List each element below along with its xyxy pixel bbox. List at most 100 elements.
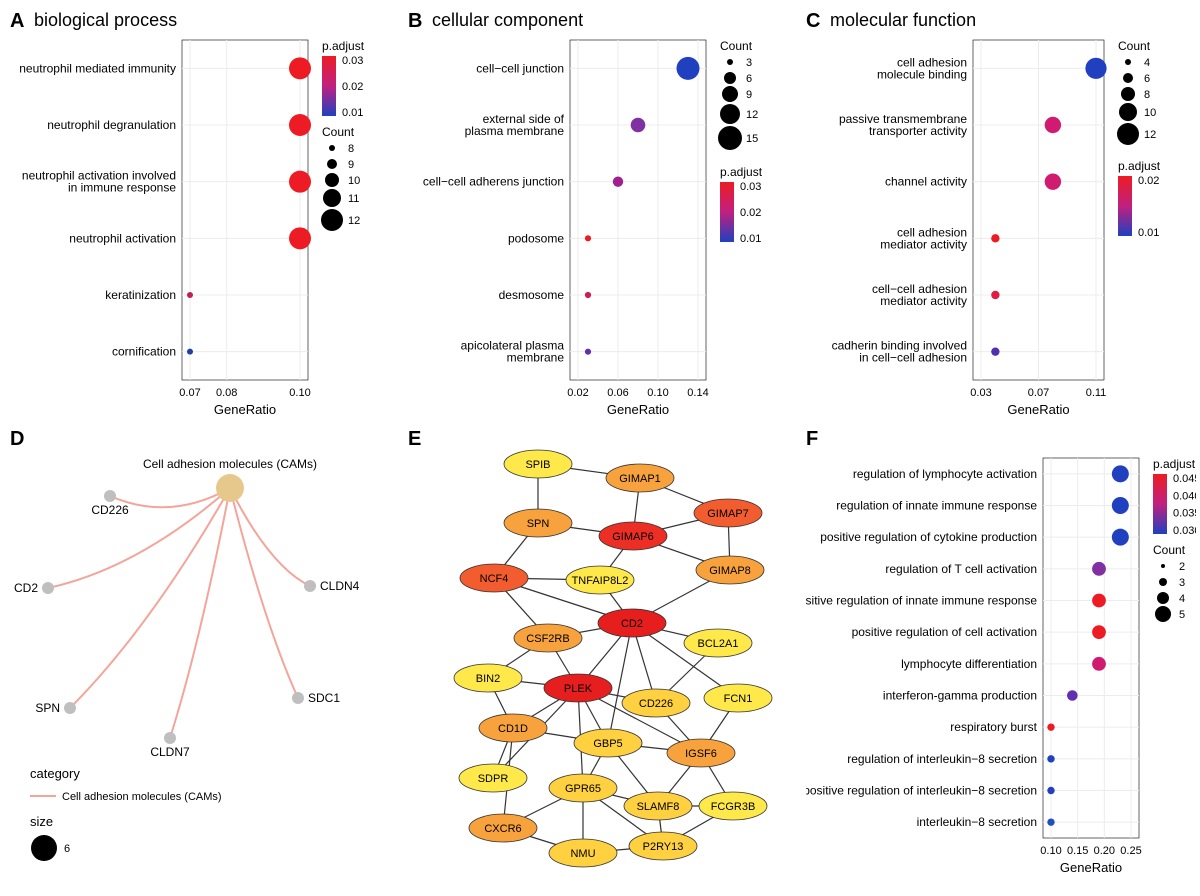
svg-text:Count: Count [1118,39,1151,53]
svg-text:0.040: 0.040 [1173,490,1196,502]
svg-text:4: 4 [1179,593,1185,605]
svg-text:BCL2A1: BCL2A1 [698,638,739,650]
svg-text:SPN: SPN [35,701,60,715]
panel-F: Fregulation of lymphocyte activationregu… [806,428,1196,878]
svg-text:Count: Count [1153,543,1186,557]
panel-label: B [408,10,422,33]
dot [1045,173,1061,189]
svg-text:GPR65: GPR65 [565,783,601,795]
panel-title: molecular function [830,10,976,31]
svg-text:PLEK: PLEK [564,683,593,695]
dot [187,292,193,298]
term-label: molecule binding [877,67,967,81]
dot [1112,529,1129,546]
svg-text:0.01: 0.01 [740,233,761,245]
term-label: neutrophil activation [69,231,176,245]
svg-text:Cell adhesion molecules (CAMs): Cell adhesion molecules (CAMs) [62,791,222,803]
svg-text:p.adjust: p.adjust [322,39,365,53]
svg-text:Count: Count [322,125,355,139]
term-label: regulation of interleukin−8 secretion [847,752,1037,766]
svg-text:0.15: 0.15 [1067,845,1088,857]
term-label: mediator activity [880,294,967,308]
svg-text:CD2: CD2 [621,618,643,630]
svg-text:NMU: NMU [570,848,595,860]
svg-text:8: 8 [348,143,354,155]
svg-text:0.02: 0.02 [342,81,363,93]
dot [585,235,591,241]
svg-text:6: 6 [746,73,752,85]
term-label: podosome [508,231,564,245]
svg-text:BIN2: BIN2 [476,673,500,685]
cnet-plot: Cell adhesion molecules (CAMs) CD226 CD2 CL… [10,428,400,878]
svg-text:0.20: 0.20 [1094,845,1115,857]
gene-node [304,580,316,592]
term-label: regulation of lymphocyte activation [853,467,1037,481]
svg-text:10: 10 [348,175,360,187]
svg-text:2: 2 [1179,561,1185,573]
svg-text:3: 3 [746,57,752,69]
term-label: positive regulation of cytokine producti… [820,530,1037,544]
svg-text:SLAMF8: SLAMF8 [637,801,680,813]
svg-text:0.02: 0.02 [1138,175,1159,187]
dotplot: cell−cell junctionexternal side ofplasma… [408,10,798,420]
svg-text:15: 15 [746,133,758,145]
svg-text:5: 5 [1179,609,1185,621]
svg-text:CD226: CD226 [639,698,673,710]
panel-C: Cmolecular functioncell adhesionmolecule… [806,10,1196,420]
svg-text:0.10: 0.10 [647,387,668,399]
dot [991,291,999,299]
svg-text:P2RY13: P2RY13 [643,841,684,853]
svg-text:10: 10 [1144,107,1156,119]
term-label: membrane [507,351,565,365]
term-label: lymphocyte differentiation [901,657,1037,671]
svg-text:0.01: 0.01 [342,107,363,119]
svg-text:0.07: 0.07 [1028,387,1049,399]
svg-text:CXCR6: CXCR6 [484,823,521,835]
gene-node [42,582,54,594]
svg-text:GIMAP8: GIMAP8 [709,565,751,577]
svg-text:CLDN4: CLDN4 [320,579,360,593]
svg-text:4: 4 [1144,57,1150,69]
svg-text:FCN1: FCN1 [724,693,753,705]
svg-text:0.10: 0.10 [1040,845,1061,857]
svg-text:0.08: 0.08 [216,387,237,399]
term-label: cell−cell adherens junction [423,175,564,189]
dot [1085,58,1106,79]
ppi-network: SPIBGIMAP1SPNGIMAP7GIMAP6NCF4TNFAIP8L2GI… [408,428,798,878]
svg-text:12: 12 [1144,129,1156,141]
svg-text:size: size [30,814,53,829]
term-label: channel activity [885,175,967,189]
svg-text:3: 3 [1179,577,1185,589]
svg-text:SPN: SPN [527,518,550,530]
svg-text:CD1D: CD1D [498,723,528,735]
svg-text:FCGR3B: FCGR3B [711,801,756,813]
panel-E: ESPIBGIMAP1SPNGIMAP7GIMAP6NCF4TNFAIP8L2G… [408,428,798,878]
dot [1092,657,1106,671]
dot [1045,117,1061,133]
dot [1092,594,1106,608]
svg-text:CD2: CD2 [14,581,38,595]
gene-node [104,490,116,502]
svg-text:0.11: 0.11 [1086,387,1107,399]
gene-node [64,702,76,714]
dot [677,57,700,80]
panel-title: cellular component [432,10,583,31]
dot [631,118,646,133]
dotplot: regulation of lymphocyte activation regul… [806,428,1196,878]
svg-text:6: 6 [1144,73,1150,85]
svg-text:0.14: 0.14 [687,387,708,399]
svg-text:p.adjust: p.adjust [1153,457,1196,471]
svg-text:CSF2RB: CSF2RB [526,633,569,645]
term-label: positive regulation of interleukin−8 sec… [806,784,1037,798]
dot [187,349,193,355]
dot [289,114,311,136]
term-label: in immune response [68,181,176,195]
svg-text:IGSF6: IGSF6 [685,748,717,760]
svg-text:GeneRatio: GeneRatio [607,402,669,417]
svg-text:0.03: 0.03 [740,181,761,193]
panel-A: Abiological processneutrophil mediated i… [10,10,400,420]
term-label: respiratory burst [950,720,1037,734]
term-label: neutrophil degranulation [47,118,176,132]
svg-text:CD226: CD226 [91,503,129,517]
panel-label: F [806,428,818,451]
